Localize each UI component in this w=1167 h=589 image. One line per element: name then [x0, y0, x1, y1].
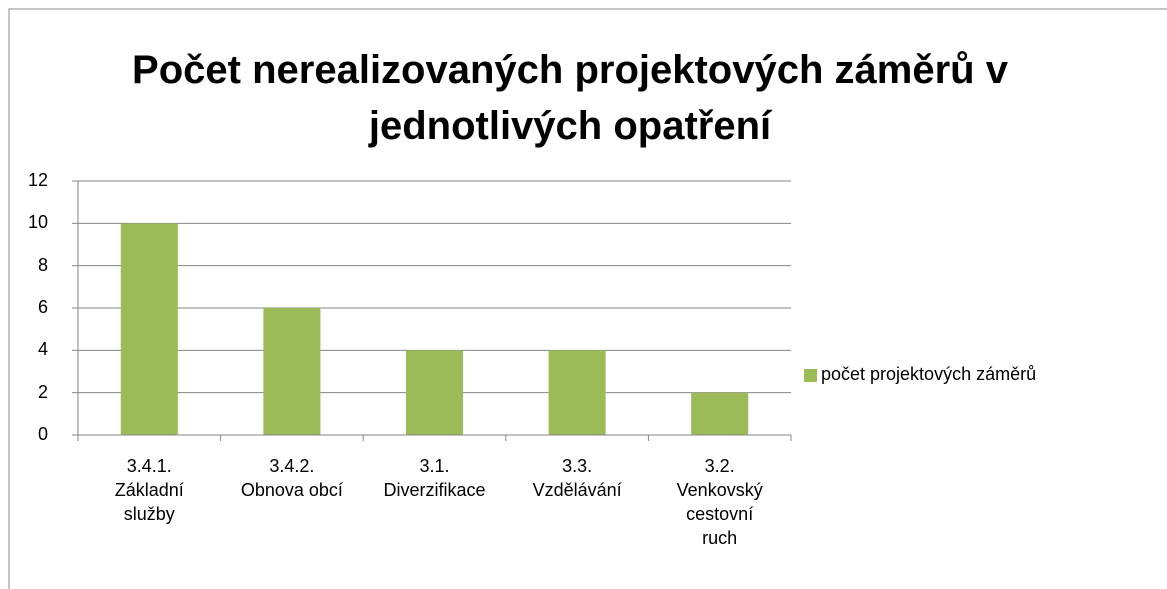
chart-title: Počet nerealizovaných projektových záměr… — [132, 48, 1008, 148]
x-tick-label: 3.2. Venkovský cestovní ruch — [676, 456, 763, 548]
y-tick-label: 12 — [27, 170, 48, 190]
y-tick-label: 6 — [37, 297, 48, 317]
x-tick-label: 3.1. Diverzifikace — [383, 456, 486, 500]
bar — [548, 350, 606, 435]
y-tick-label: 4 — [37, 339, 48, 360]
x-tick-label: 3.3. Vzdělávání — [532, 456, 622, 500]
chart-border — [8, 8, 1167, 589]
bar — [691, 392, 749, 435]
bar — [405, 350, 464, 435]
bar — [263, 308, 321, 435]
x-tick-label: 3.4.2. Obnova obcí — [240, 456, 343, 500]
legend-swatch — [804, 369, 817, 382]
legend-label: počet projektových záměrů — [821, 364, 1037, 384]
x-tick-label: 3.4.1. Základní služby — [114, 456, 184, 524]
bar — [120, 223, 178, 435]
y-tick-label: 10 — [27, 212, 48, 233]
y-tick-label: 2 — [37, 381, 48, 402]
y-tick-label: 8 — [37, 254, 48, 275]
y-tick-label: 0 — [37, 424, 48, 444]
